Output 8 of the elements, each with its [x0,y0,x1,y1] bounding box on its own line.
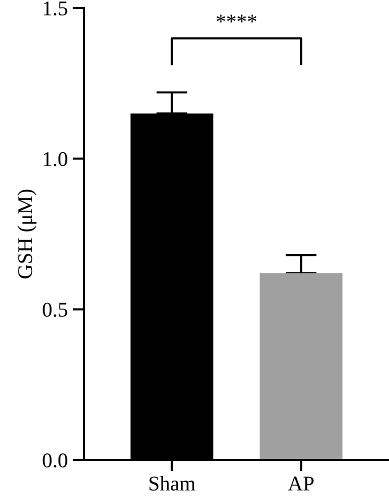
x-tick-label: AP [288,476,314,490]
annotation: **** [216,14,256,22]
y-tick-label: 0.5 [42,302,68,317]
y-tick-label: 0.0 [42,453,68,468]
x-tick-label: Sham [150,476,196,491]
y-tick-label: 1.5 [44,1,68,16]
y-axis-title: GSH (μM) [18,190,36,278]
y-tick-label: 1.0 [44,152,68,166]
